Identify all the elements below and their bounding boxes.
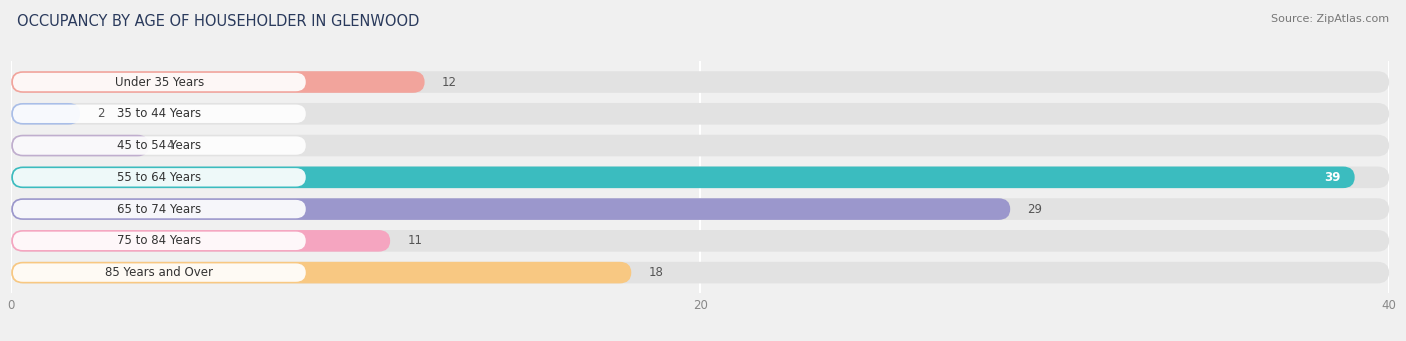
- FancyBboxPatch shape: [11, 135, 1389, 157]
- Text: Under 35 Years: Under 35 Years: [115, 75, 204, 89]
- Text: 85 Years and Over: 85 Years and Over: [105, 266, 214, 279]
- Text: 18: 18: [648, 266, 664, 279]
- Text: 2: 2: [97, 107, 105, 120]
- FancyBboxPatch shape: [11, 230, 389, 252]
- FancyBboxPatch shape: [11, 71, 425, 93]
- Text: 65 to 74 Years: 65 to 74 Years: [117, 203, 201, 216]
- FancyBboxPatch shape: [11, 103, 1389, 124]
- FancyBboxPatch shape: [13, 73, 305, 91]
- FancyBboxPatch shape: [11, 262, 1389, 283]
- Text: 45 to 54 Years: 45 to 54 Years: [117, 139, 201, 152]
- Text: 75 to 84 Years: 75 to 84 Years: [117, 234, 201, 247]
- FancyBboxPatch shape: [11, 103, 80, 124]
- FancyBboxPatch shape: [11, 135, 149, 157]
- FancyBboxPatch shape: [13, 168, 305, 187]
- FancyBboxPatch shape: [13, 136, 305, 155]
- Text: 4: 4: [166, 139, 174, 152]
- Text: Source: ZipAtlas.com: Source: ZipAtlas.com: [1271, 14, 1389, 24]
- Text: OCCUPANCY BY AGE OF HOUSEHOLDER IN GLENWOOD: OCCUPANCY BY AGE OF HOUSEHOLDER IN GLENW…: [17, 14, 419, 29]
- Text: 12: 12: [441, 75, 457, 89]
- Text: 55 to 64 Years: 55 to 64 Years: [117, 171, 201, 184]
- Text: 11: 11: [408, 234, 422, 247]
- FancyBboxPatch shape: [11, 262, 631, 283]
- Text: 39: 39: [1324, 171, 1341, 184]
- FancyBboxPatch shape: [13, 232, 305, 250]
- FancyBboxPatch shape: [11, 166, 1389, 188]
- FancyBboxPatch shape: [11, 166, 1354, 188]
- Text: 29: 29: [1028, 203, 1042, 216]
- FancyBboxPatch shape: [13, 200, 305, 218]
- FancyBboxPatch shape: [11, 71, 1389, 93]
- FancyBboxPatch shape: [11, 198, 1010, 220]
- FancyBboxPatch shape: [11, 198, 1389, 220]
- FancyBboxPatch shape: [11, 230, 1389, 252]
- Text: 35 to 44 Years: 35 to 44 Years: [117, 107, 201, 120]
- FancyBboxPatch shape: [13, 105, 305, 123]
- FancyBboxPatch shape: [13, 264, 305, 282]
